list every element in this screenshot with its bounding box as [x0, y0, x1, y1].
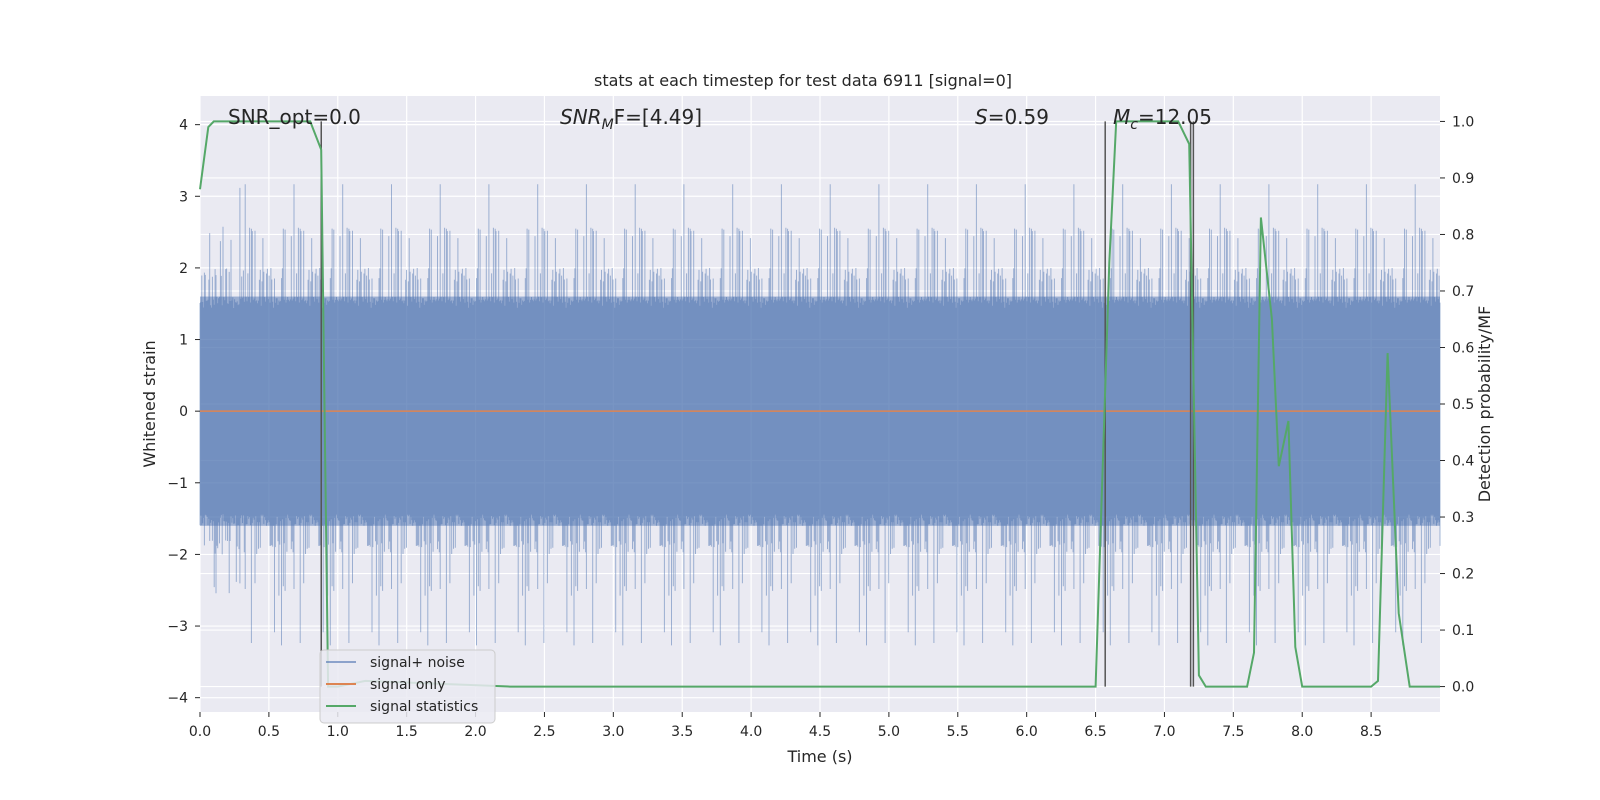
x-tick-0: 0.0 — [189, 724, 211, 740]
signal-statistics-line — [199, 120, 1440, 688]
x-tick-9: 4.5 — [809, 724, 831, 740]
legend-label-signal-only: signal only — [370, 677, 445, 693]
y-left-tick-7: −3 — [167, 619, 188, 635]
x-tick-4: 2.0 — [464, 724, 486, 740]
legend: signal+ noise signal only signal statist… — [319, 649, 496, 724]
x-tick-11: 5.5 — [947, 724, 969, 740]
y-left-tick-4: 0 — [179, 404, 188, 420]
x-tick-15: 7.5 — [1222, 724, 1244, 740]
y-left-tick-3: 1 — [179, 333, 188, 349]
annotation-mc-value: =12.05 — [1138, 105, 1212, 129]
x-tick-10: 5.0 — [878, 724, 900, 740]
y-right-tick-6: 0.4 — [1452, 454, 1474, 470]
annotation-snr-mf-main: SNR — [560, 105, 602, 129]
x-tick-14: 7.0 — [1153, 724, 1175, 740]
legend-box — [319, 649, 496, 724]
y-right-tick-10: 0.0 — [1452, 680, 1474, 696]
legend-label-signal-statistics: signal statistics — [370, 699, 478, 715]
x-ticks: 0.0 0.5 1.0 1.5 2.0 2.5 3.0 3.5 4.0 4.5 5.0 5.5 6.0 6… — [189, 712, 1382, 740]
y-right-tick-5: 0.5 — [1452, 397, 1474, 413]
y-left-tick-5: −1 — [167, 476, 188, 492]
y-right-tick-8: 0.2 — [1452, 567, 1474, 583]
annotation-snr-mf-sub: M — [602, 117, 614, 133]
annotation-mc-symbol: M — [1113, 105, 1130, 129]
annotation-snr-mf: SNRMF=[4.49] — [560, 105, 702, 133]
x-axis-label: Time (s) — [786, 747, 852, 766]
y-left-tick-1: 3 — [179, 189, 188, 205]
x-tick-1: 0.5 — [258, 724, 280, 740]
y-left-tick-0: 4 — [179, 118, 188, 134]
x-tick-7: 3.5 — [671, 724, 693, 740]
y-right-tick-0: 1.0 — [1452, 114, 1474, 130]
y-right-tick-1: 0.9 — [1452, 171, 1474, 187]
x-tick-3: 1.5 — [396, 724, 418, 740]
x-tick-6: 3.0 — [602, 724, 624, 740]
y-right-ticks: 1.0 0.9 0.8 0.7 0.6 0.5 0.4 0.3 0.2 0.1 0.0 — [1440, 114, 1474, 696]
y-right-tick-7: 0.3 — [1452, 510, 1474, 526]
x-tick-13: 6.5 — [1084, 724, 1106, 740]
x-tick-2: 1.0 — [327, 724, 349, 740]
y-right-tick-9: 0.1 — [1452, 623, 1474, 639]
y-right-tick-4: 0.6 — [1452, 340, 1474, 356]
annotation-snr-opt: SNR_opt=0.0 — [228, 105, 361, 129]
x-tick-16: 8.0 — [1291, 724, 1313, 740]
x-tick-5: 2.5 — [533, 724, 555, 740]
annotation-s-symbol: S — [975, 105, 988, 129]
y-right-tick-2: 0.8 — [1452, 227, 1474, 243]
y-left-axis-label: Whitened strain — [140, 340, 159, 467]
series-signal-statistics — [199, 120, 1440, 688]
y-left-tick-6: −2 — [167, 547, 188, 563]
annotation-s-value: =0.59 — [988, 105, 1049, 129]
y-left-tick-8: −4 — [167, 691, 188, 707]
annotation-s: S=0.59 — [975, 105, 1049, 129]
legend-label-signal-noise: signal+ noise — [370, 655, 465, 671]
y-left-tick-2: 2 — [179, 261, 188, 277]
annotation-mc: Mc=12.05 — [1113, 105, 1212, 133]
annotation-snr-mf-value: F=[4.49] — [614, 105, 702, 129]
annotation-mc-sub: c — [1130, 117, 1138, 133]
y-right-tick-3: 0.7 — [1452, 284, 1474, 300]
x-tick-17: 8.5 — [1360, 724, 1382, 740]
y-right-axis-label: Detection probability/MF — [1475, 306, 1494, 503]
chart-title: stats at each timestep for test data 691… — [594, 71, 1012, 90]
y-left-ticks: 4 3 2 1 0 −1 −2 −3 −4 — [167, 118, 200, 707]
x-tick-12: 6.0 — [1016, 724, 1038, 740]
x-tick-8: 4.0 — [740, 724, 762, 740]
